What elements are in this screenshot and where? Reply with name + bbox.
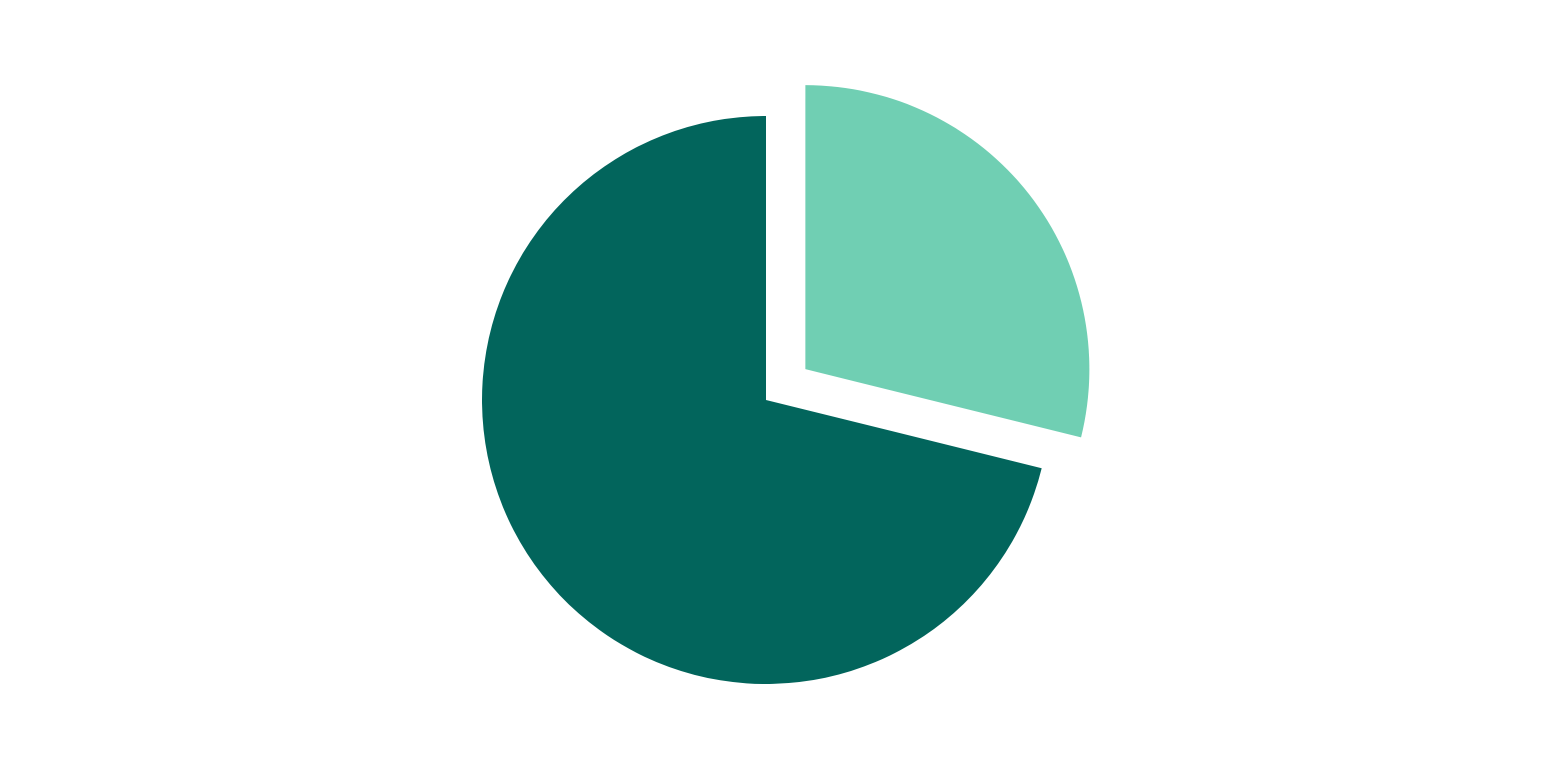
pie-slice-1: [805, 85, 1090, 438]
pie-slice-2: [482, 116, 1042, 684]
pie-slices: [482, 85, 1090, 684]
